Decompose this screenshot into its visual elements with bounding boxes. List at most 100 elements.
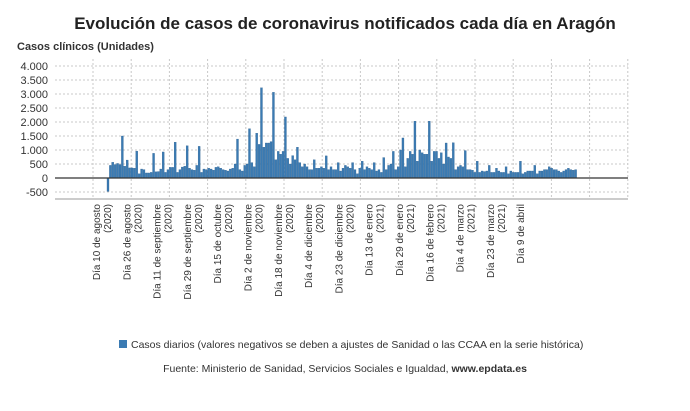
x-tick-label-line1: Día 23 de marzo — [486, 204, 497, 278]
x-tick-label: Día 10 de agosto (2020) — [92, 204, 114, 281]
bar — [301, 166, 304, 179]
bar — [488, 165, 491, 179]
bar — [552, 169, 556, 179]
bar — [516, 172, 520, 179]
bar — [245, 163, 249, 179]
bar — [514, 172, 517, 179]
bar — [454, 169, 457, 179]
bar — [346, 166, 349, 179]
bar — [267, 142, 270, 179]
bar — [413, 121, 417, 179]
bar — [193, 170, 196, 179]
bar — [334, 169, 337, 179]
bar — [560, 172, 563, 179]
bar — [205, 169, 208, 179]
x-tick-label: Día 16 de febrero (2021) — [425, 204, 447, 282]
bar — [377, 169, 381, 179]
bar — [121, 135, 124, 179]
bar — [524, 172, 527, 179]
bar — [543, 169, 546, 179]
legend-label: Casos diarios (valores negativos se debe… — [131, 339, 583, 351]
bar — [432, 151, 436, 179]
y-tick-label: 500 — [30, 159, 48, 171]
x-tick-label-line2: (2020) — [315, 204, 326, 233]
bar — [540, 170, 544, 179]
bar — [572, 170, 575, 179]
bar — [423, 154, 426, 179]
bar — [389, 163, 393, 179]
x-tick-label: Día 15 de octubre (2020) — [213, 204, 235, 284]
x-tick-label-line2: (2020) — [194, 204, 205, 233]
x-tick-label-line2: (2020) — [164, 204, 175, 233]
bar — [135, 150, 138, 179]
bar — [329, 166, 333, 179]
bar — [207, 168, 210, 179]
bar — [519, 161, 522, 179]
bar — [313, 159, 316, 179]
bar — [437, 158, 441, 179]
bar — [142, 169, 146, 179]
bar — [303, 163, 306, 179]
x-tick-label-line1: Día 4 de diciembre — [304, 204, 315, 288]
bar — [512, 172, 515, 179]
bar — [368, 168, 371, 179]
bar — [351, 162, 354, 179]
x-tick-label-line2: (2021) — [497, 204, 508, 233]
bar — [255, 133, 258, 179]
bar — [305, 166, 309, 179]
chart-title: Evolución de casos de coronavirus notifi… — [74, 14, 616, 33]
bar — [253, 166, 256, 179]
bar — [138, 173, 141, 179]
legend: Casos diarios (valores negativos se debe… — [119, 339, 583, 351]
bar — [425, 154, 429, 179]
bar — [130, 167, 134, 179]
bar — [147, 172, 150, 179]
bar — [428, 121, 431, 179]
bar — [152, 153, 155, 179]
y-tick-label: 2.500 — [20, 103, 48, 115]
bar — [468, 169, 472, 179]
x-tick-label-line2: (2020) — [133, 204, 144, 233]
source-prefix: Fuente: Ministerio de Sanidad, Servicios… — [163, 363, 451, 375]
bar — [265, 142, 268, 179]
x-tick-label-line1: Día 16 de febrero — [425, 204, 436, 282]
bar — [401, 137, 405, 179]
bar — [229, 168, 232, 179]
bar — [291, 155, 294, 179]
bar — [504, 166, 508, 179]
bar — [406, 158, 409, 179]
x-tick-label: Día 9 de abril — [516, 204, 527, 263]
bar — [243, 165, 246, 179]
bar — [269, 141, 273, 179]
y-tick-label: 3.500 — [20, 75, 48, 87]
x-tick-label-line2: (2021) — [406, 204, 417, 233]
bar — [332, 169, 335, 179]
bar — [341, 168, 345, 179]
bar — [397, 166, 400, 179]
bar — [260, 87, 263, 179]
bar — [166, 169, 170, 179]
bar — [286, 158, 289, 179]
x-tick-label: Día 4 de marzo (2021) — [456, 204, 478, 273]
bar — [157, 171, 160, 179]
bar — [145, 172, 148, 179]
y-tick-label: 4.000 — [20, 61, 48, 73]
bar — [476, 161, 479, 179]
bar — [567, 168, 570, 179]
y-axis-ticks: 4.000 3.500 3.000 2.500 2.000 1.500 1.000 500 0 -… — [20, 61, 48, 199]
bar — [473, 172, 477, 179]
x-tick-label-line1: Día 29 de septiembre — [183, 204, 194, 300]
bar — [483, 171, 486, 179]
bar — [219, 168, 222, 179]
bar — [365, 166, 369, 179]
x-tick-label: Día 23 de marzo (2021) — [486, 204, 508, 278]
bar — [404, 166, 407, 179]
bar — [380, 172, 383, 179]
bar — [188, 168, 191, 179]
x-tick-label: Día 23 de diciembre (2020) — [334, 204, 356, 294]
x-tick-label: Día 13 de enero (2021) — [365, 204, 387, 276]
bar — [555, 169, 558, 179]
bar — [538, 170, 541, 179]
x-tick-label-line2: (2020) — [255, 204, 266, 233]
